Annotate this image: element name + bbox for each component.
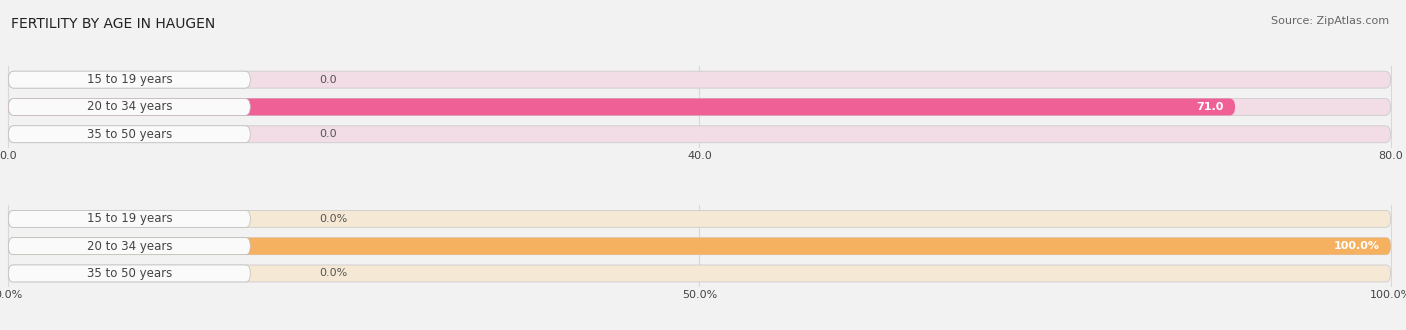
Text: 20 to 34 years: 20 to 34 years [87,240,172,253]
Text: 71.0: 71.0 [1197,102,1225,112]
FancyBboxPatch shape [8,265,250,282]
FancyBboxPatch shape [8,98,1391,115]
Text: FERTILITY BY AGE IN HAUGEN: FERTILITY BY AGE IN HAUGEN [11,16,215,30]
FancyBboxPatch shape [8,71,1391,88]
Text: 0.0: 0.0 [319,129,337,139]
Text: 0.0%: 0.0% [319,268,347,279]
FancyBboxPatch shape [8,98,250,115]
FancyBboxPatch shape [8,265,1391,282]
FancyBboxPatch shape [8,238,1391,255]
Text: 15 to 19 years: 15 to 19 years [87,73,172,86]
FancyBboxPatch shape [8,126,250,143]
Text: 20 to 34 years: 20 to 34 years [87,100,172,114]
Text: 0.0: 0.0 [319,75,337,85]
FancyBboxPatch shape [8,98,1234,115]
FancyBboxPatch shape [8,126,1391,143]
Text: 15 to 19 years: 15 to 19 years [87,213,172,225]
Text: 0.0%: 0.0% [319,214,347,224]
Text: 100.0%: 100.0% [1333,241,1379,251]
Text: 35 to 50 years: 35 to 50 years [87,128,172,141]
FancyBboxPatch shape [8,238,250,255]
Text: 35 to 50 years: 35 to 50 years [87,267,172,280]
FancyBboxPatch shape [8,211,1391,227]
FancyBboxPatch shape [8,211,250,227]
Text: Source: ZipAtlas.com: Source: ZipAtlas.com [1271,16,1389,26]
FancyBboxPatch shape [8,71,250,88]
FancyBboxPatch shape [8,238,1391,255]
